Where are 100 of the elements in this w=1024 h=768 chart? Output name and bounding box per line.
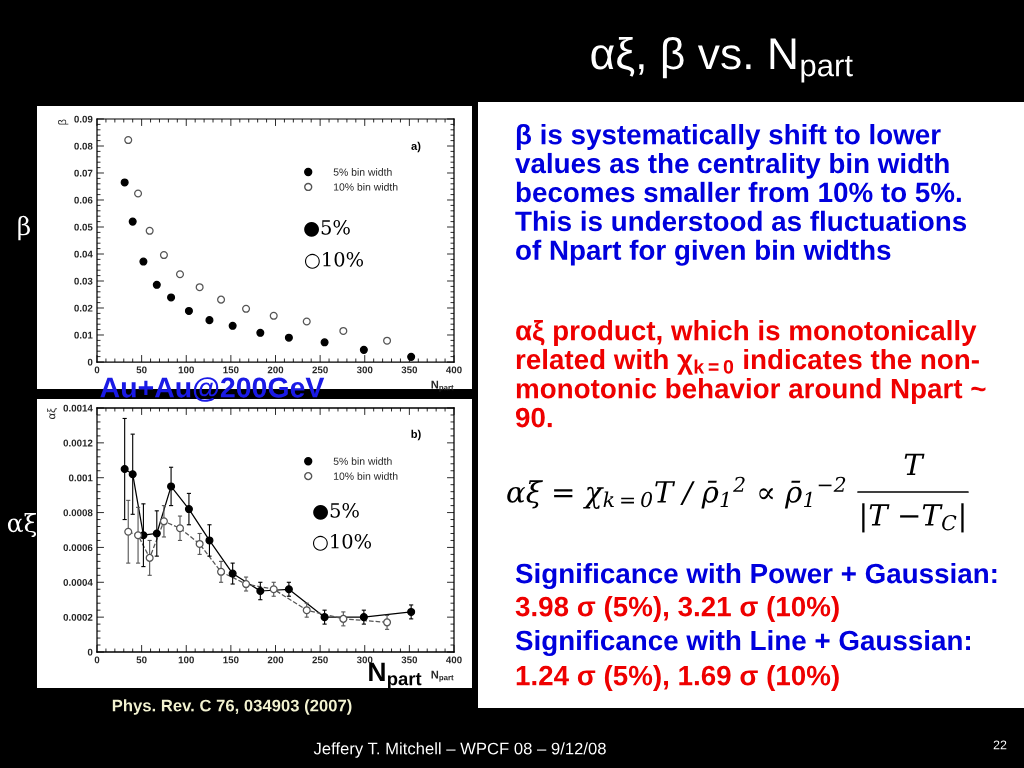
point: [217, 567, 226, 576]
x-tick-label: 0: [94, 366, 100, 374]
point: [217, 295, 226, 304]
annotation: ○10%: [304, 251, 364, 269]
y-axis-title: αξ: [47, 408, 58, 419]
y-tick-label: 0.09: [74, 115, 93, 123]
point: [167, 293, 176, 302]
point: [228, 321, 237, 330]
point: [167, 482, 176, 491]
x-tick-label: 0: [94, 656, 100, 664]
point: [302, 606, 311, 615]
point: [159, 251, 168, 260]
x-tick-label: 100: [178, 366, 194, 374]
text: |T −T$_{C}$|: [862, 503, 964, 533]
point: [407, 352, 416, 361]
point: [145, 226, 154, 235]
annotation: ●5%: [304, 219, 350, 237]
y-tick-label: 0.02: [74, 304, 93, 312]
annotation: a): [411, 141, 421, 153]
x-tick-label: 50: [136, 656, 147, 664]
x-axis-title: N$_{part}$: [431, 380, 454, 392]
text: 22: [993, 740, 1007, 750]
point: [383, 336, 392, 345]
y-tick-label: 0.0006: [63, 544, 93, 552]
point: [284, 333, 293, 342]
x-tick-label: 200: [267, 366, 284, 374]
x-tick-label: 300: [356, 656, 373, 664]
point: [205, 536, 214, 545]
y-tick-label: 0.06: [74, 196, 93, 204]
annotation: ●5%: [313, 502, 359, 520]
y-tick-label: 0.0014: [63, 404, 93, 412]
point: [256, 328, 265, 337]
y-tick-label: 0.08: [74, 142, 93, 150]
point: [383, 618, 392, 627]
point: [184, 505, 193, 514]
x-tick-label: 350: [401, 366, 418, 374]
y-tick-label: 0.0012: [63, 439, 93, 447]
y-tick-label: 0.03: [74, 277, 93, 285]
y-tick-label: 0.01: [74, 331, 93, 339]
point: [242, 304, 251, 313]
point: [184, 306, 193, 315]
point: [152, 529, 161, 538]
text: αξ, β vs. N$_{part}$: [591, 36, 853, 83]
x-tick-label: 50: [136, 366, 147, 374]
x-tick-label: 400: [446, 656, 462, 664]
x-tick-label: 400: [446, 366, 462, 374]
point: [205, 316, 214, 325]
point: [359, 613, 368, 622]
point: [359, 345, 368, 354]
point: [124, 527, 133, 536]
point: [269, 585, 278, 594]
x-tick-label: 350: [401, 656, 418, 664]
text: αξ = χ$_{k=0}$T / ρ̄$_{1}$$^{2}$ ∝ ρ̄$_{1}$$^{−2}$: [507, 476, 846, 509]
text: αξ product, which is monotonically related with χ$_{k=0}$ indicates the non-monotonic behavior around Npart ~ 90.: [515, 320, 986, 428]
point: [256, 586, 265, 596]
point: [242, 580, 251, 589]
text: 3.98 σ (5%), 3.21 σ (10%): [515, 596, 839, 622]
annotation: b): [411, 429, 421, 441]
legend-label: 10% bin width: [334, 183, 398, 191]
point: [228, 569, 237, 578]
x-tick-label: 150: [223, 656, 239, 664]
y-tick-label: 0: [87, 358, 93, 366]
legend-label: 5% bin width: [333, 457, 392, 465]
y-tick-label: 0.001: [68, 474, 93, 482]
point: [145, 553, 154, 562]
point: [152, 280, 161, 289]
y-tick-label: 0.0004: [63, 579, 93, 586]
point: [284, 585, 293, 594]
point: [195, 539, 204, 548]
y-tick-label: 0.04: [74, 250, 93, 258]
x-tick-label: 100: [178, 656, 194, 664]
point: [124, 136, 133, 145]
y-tick-label: 0.05: [74, 223, 93, 231]
text: β: [18, 215, 30, 241]
point: [195, 283, 204, 292]
x-tick-label: 200: [267, 656, 284, 664]
point: [134, 189, 143, 198]
point: [175, 270, 185, 279]
point: [269, 311, 278, 320]
text: Jeffery T. Mitchell – WPCF 08 – 9/12/08: [313, 742, 606, 758]
point: [320, 613, 329, 622]
point: [120, 464, 129, 474]
point: [302, 317, 311, 326]
x-tick-label: 300: [356, 366, 373, 374]
text: Significance with Power + Gaussian:: [515, 562, 997, 590]
point: [407, 607, 416, 616]
point: [139, 257, 148, 266]
annotation: ○10%: [312, 533, 372, 551]
point: [339, 326, 348, 335]
legend-label: 10% bin width: [334, 472, 398, 480]
point: [128, 470, 137, 479]
text: β is systematically shift to lower values as the centrality bin width becomes smaller from 10% to 5%. This is understood as fluctuations of Npart for given bin widths: [515, 124, 967, 266]
point: [159, 517, 168, 526]
y-tick-label: 0.0008: [63, 509, 93, 517]
text: 1.24 σ (5%), 1.69 σ (10%): [516, 665, 839, 691]
x-tick-label: 150: [223, 366, 239, 374]
y-axis-title: β: [58, 119, 69, 125]
legend-label: 5% bin width: [333, 168, 392, 176]
x-tick-label: 250: [312, 656, 328, 664]
y-tick-label: 0: [87, 648, 93, 656]
